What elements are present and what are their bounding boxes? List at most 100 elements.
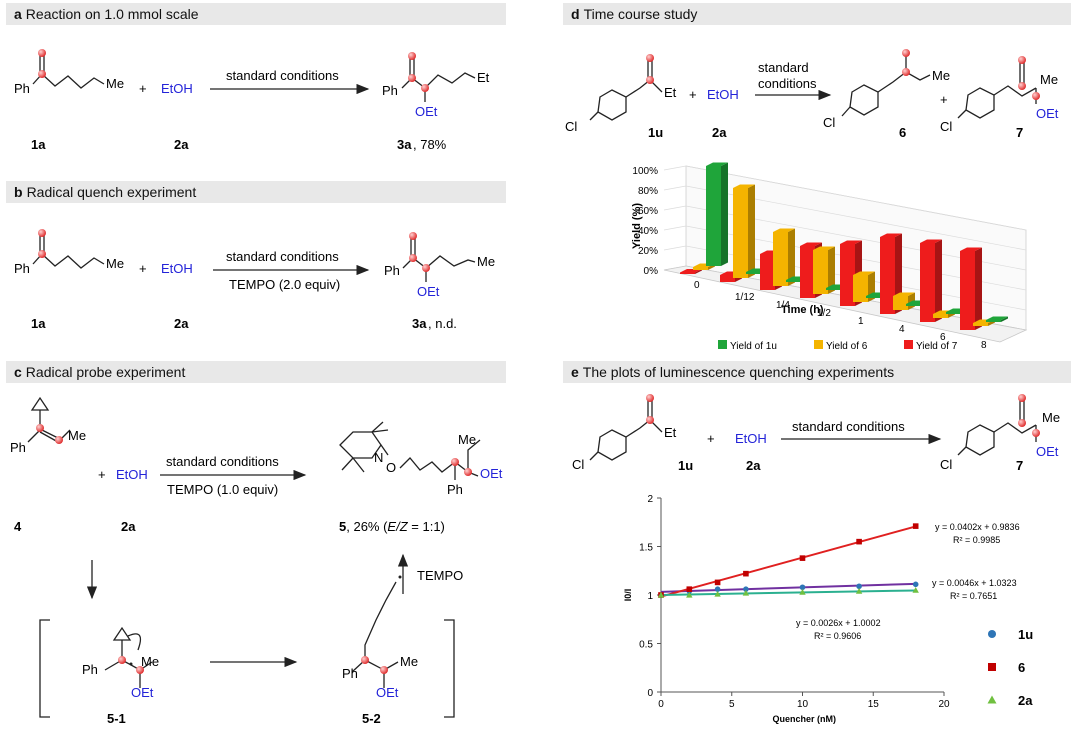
additive-label: TEMPO (1.0 equiv) — [167, 482, 278, 497]
me-label: Me — [1042, 410, 1060, 425]
bar-yield-of-1u — [906, 304, 921, 306]
panel-e-letter: e — [571, 364, 579, 380]
y-tick-label: 40% — [638, 226, 658, 237]
point-1u — [912, 581, 919, 588]
bar-top — [893, 292, 915, 296]
compound-label-2a: 2a — [121, 519, 136, 534]
legend-marker — [988, 663, 996, 671]
bar-yield-of-1u — [706, 166, 721, 266]
compound-label-1a: 1a — [31, 137, 46, 152]
conditions-label: standard conditions — [792, 419, 905, 434]
point-1u — [743, 586, 749, 592]
compound-label-5-1: 5-1 — [107, 711, 126, 726]
plus-sign: + — [940, 92, 948, 107]
y-tick-label: 0.5 — [639, 640, 653, 651]
point-2a — [742, 589, 750, 596]
atom-marker — [1018, 56, 1026, 64]
bar-side — [748, 184, 755, 278]
y-tick-label: 0% — [644, 266, 659, 277]
radical-dot — [129, 662, 133, 666]
x-tick-label: 4 — [899, 324, 905, 335]
atom-marker — [646, 76, 654, 84]
point-2a — [714, 590, 721, 597]
cl-label: Cl — [565, 119, 577, 134]
me-label: Me — [1040, 72, 1058, 87]
panel-c-letter: c — [14, 364, 22, 380]
fit-r-squared: R² = 0.9606 — [814, 631, 861, 641]
yield-5: , 26% ( — [346, 519, 388, 534]
bar-top — [853, 271, 875, 275]
et-label: Et — [664, 85, 677, 100]
bar-yield-of-6 — [813, 250, 828, 294]
fit-line-2a — [660, 589, 916, 596]
gridline — [663, 225, 687, 231]
x-tick-label: 0 — [658, 699, 664, 710]
panel-b-header: b Radical quench experiment — [6, 181, 506, 203]
gridline — [663, 245, 687, 251]
reagent-etoh: EtOH — [116, 467, 148, 482]
compound-label-1a: 1a — [31, 316, 46, 331]
plus-sign: + — [139, 261, 147, 276]
y-axis-title: I0/I — [623, 589, 633, 602]
point-2a — [657, 591, 665, 598]
x-tick-label: 8 — [981, 340, 987, 351]
point-6 — [686, 586, 693, 592]
ez-label: E/Z — [387, 519, 408, 534]
point-2a — [799, 588, 806, 595]
legend-label: Yield of 1u — [730, 341, 777, 352]
compound-label-5: 5 — [339, 519, 346, 534]
panel-e-title: The plots of luminescence quenching expe… — [582, 364, 895, 380]
x-axis-title: Quencher (nM) — [773, 714, 837, 724]
compound-label-7: 7 — [1016, 125, 1023, 140]
bar-yield-of-1u — [826, 288, 841, 290]
bar-top — [733, 184, 755, 188]
x-tick-label: 1/12 — [735, 292, 755, 303]
x-axis-title: Time (h) — [781, 304, 824, 316]
yield-3a: , 78% — [413, 137, 447, 152]
me-label: Me — [477, 254, 495, 269]
oet-label: OEt — [1036, 106, 1059, 121]
atom-marker — [408, 74, 416, 82]
point-1u — [799, 584, 806, 591]
panel-b-letter: b — [14, 184, 23, 200]
bar-side — [975, 247, 982, 330]
atom-marker — [1018, 419, 1026, 427]
bar-yield-of-7 — [960, 251, 975, 330]
legend-marker — [987, 695, 997, 704]
oxygen-label: O — [386, 460, 396, 475]
bar-yield-of-6 — [893, 296, 908, 310]
fit-r-squared: R² = 0.7651 — [950, 591, 997, 601]
oet-label: OEt — [131, 685, 154, 700]
y-tick-label: 60% — [638, 206, 658, 217]
bar-side — [695, 269, 702, 274]
compound-label-2a: 2a — [746, 458, 761, 473]
oet-label: OEt — [1036, 444, 1059, 459]
bar-top — [706, 162, 728, 166]
bar-yield-of-7 — [720, 275, 735, 282]
atom-marker — [902, 49, 910, 57]
x-tick-label: 20 — [938, 699, 950, 710]
bar-top — [986, 316, 1008, 320]
yield-5-line: 5, 26% (E/Z = 1:1) — [339, 519, 445, 534]
bar-side — [828, 246, 835, 294]
bar-yield-of-1u — [866, 296, 881, 298]
reagent-etoh: EtOH — [161, 261, 193, 276]
bar-yield-of-7 — [680, 272, 695, 274]
bar-top — [840, 240, 862, 244]
reagent-etoh: EtOH — [707, 87, 739, 102]
plus-sign: + — [98, 467, 106, 482]
bar-side — [788, 228, 795, 286]
me-label: Me — [400, 654, 418, 669]
legend-label: 2a — [1018, 693, 1033, 708]
plus-sign: + — [689, 87, 697, 102]
atom-marker — [38, 70, 46, 78]
plus-sign: + — [139, 81, 147, 96]
bar-yield-of-7 — [840, 244, 855, 306]
radical-dot — [398, 575, 402, 579]
compound-label-2a: 2a — [712, 125, 727, 140]
bar-side — [935, 239, 942, 322]
ratio-label: = 1:1) — [408, 519, 445, 534]
legend-label: 6 — [1018, 660, 1025, 675]
y-axis-title: Yield (%) — [631, 203, 643, 249]
